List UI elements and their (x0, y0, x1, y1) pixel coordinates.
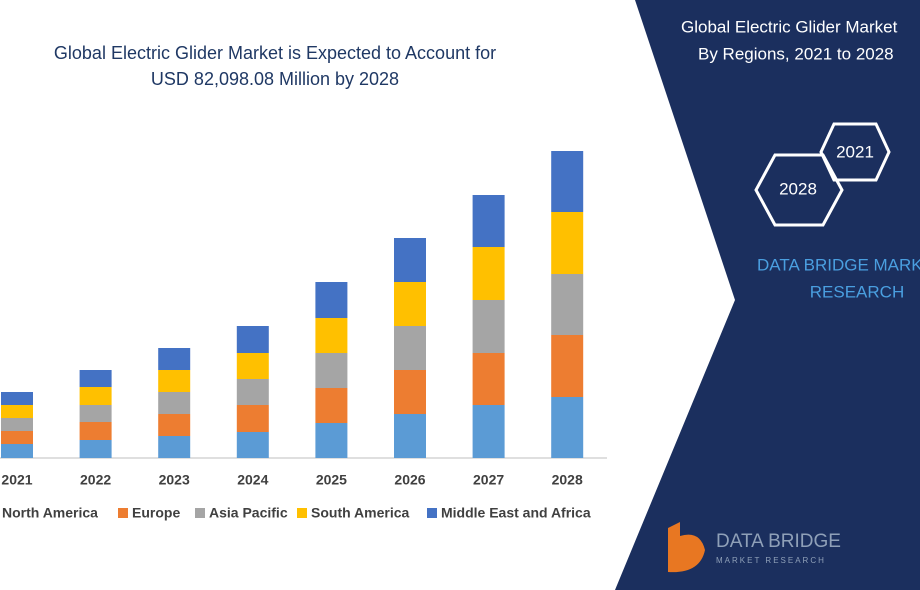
side-panel (615, 0, 920, 590)
logo-tagline: MARKET RESEARCH (716, 556, 826, 565)
panel-brand: DATA BRIDGE MARKET (757, 255, 920, 274)
legend-label: South America (311, 505, 409, 521)
x-tick-label: 2022 (80, 472, 111, 488)
legend-swatch (118, 508, 128, 518)
bar-segment (79, 422, 112, 440)
bar-segment (1, 405, 33, 418)
bar-segment (472, 300, 505, 353)
chart-title: USD 82,098.08 Million by 2028 (151, 69, 399, 89)
bar-segment (158, 414, 191, 436)
panel-title: By Regions, 2021 to 2028 (698, 44, 894, 63)
legend-swatch (427, 508, 437, 518)
bar-segment (158, 392, 191, 414)
bar-segment (394, 238, 426, 282)
bar-segment (236, 405, 269, 432)
x-tick-label: 2028 (552, 472, 583, 488)
x-tick-label: 2023 (159, 472, 190, 488)
panel-title: Global Electric Glider Market (681, 17, 898, 36)
bar-segment (236, 353, 269, 379)
bar-segment (79, 440, 112, 458)
x-tick-label: 2025 (316, 472, 347, 488)
bar-segment (158, 370, 191, 392)
bar-segment (394, 282, 426, 326)
bar-segment (472, 195, 505, 247)
bar-segment (1, 418, 33, 431)
legend-swatch (195, 508, 205, 518)
bar-segment (394, 326, 426, 370)
legend-label: North America (2, 505, 98, 521)
bar-segment (1, 431, 33, 444)
hexagon (819, 122, 891, 182)
hexagon-label: 2028 (779, 179, 817, 198)
bar-segment (1, 444, 33, 458)
bar-segment (394, 414, 426, 458)
bar-segment (79, 405, 112, 422)
bar-segment (315, 388, 348, 423)
bar-segment (315, 282, 348, 318)
bar-segment (158, 436, 191, 458)
bar-segment (551, 274, 584, 335)
bar-segment (315, 353, 348, 388)
hexagon-label: 2021 (836, 142, 874, 161)
logo-name: DATA BRIDGE (716, 531, 841, 552)
chart-title: Global Electric Glider Market is Expecte… (54, 43, 496, 63)
legend-swatch (297, 508, 307, 518)
bar-segment (79, 387, 112, 405)
hexagon (754, 153, 844, 227)
legend-label: Europe (132, 505, 180, 521)
x-tick-label: 2024 (237, 472, 268, 488)
x-tick-label: 2027 (473, 472, 504, 488)
bar-segment (236, 432, 269, 458)
logo-icon (668, 522, 705, 573)
panel-brand: RESEARCH (810, 282, 904, 301)
bar-segment (1, 392, 33, 405)
bar-segment (315, 423, 348, 458)
x-tick-label: 2021 (1, 472, 32, 488)
bar-segment (472, 405, 505, 458)
bar-segment (551, 212, 584, 274)
legend-label: Asia Pacific (209, 505, 288, 521)
bar-segment (551, 397, 584, 458)
bar-segment (472, 353, 505, 405)
x-tick-label: 2026 (394, 472, 425, 488)
bar-segment (551, 151, 584, 212)
bar-segment (394, 370, 426, 414)
bar-segment (472, 247, 505, 300)
bar-segment (79, 370, 112, 387)
bar-segment (236, 326, 269, 353)
bar-segment (236, 379, 269, 405)
legend-label: Middle East and Africa (441, 505, 591, 521)
bar-segment (551, 335, 584, 397)
bar-segment (315, 318, 348, 353)
bar-segment (158, 348, 191, 370)
